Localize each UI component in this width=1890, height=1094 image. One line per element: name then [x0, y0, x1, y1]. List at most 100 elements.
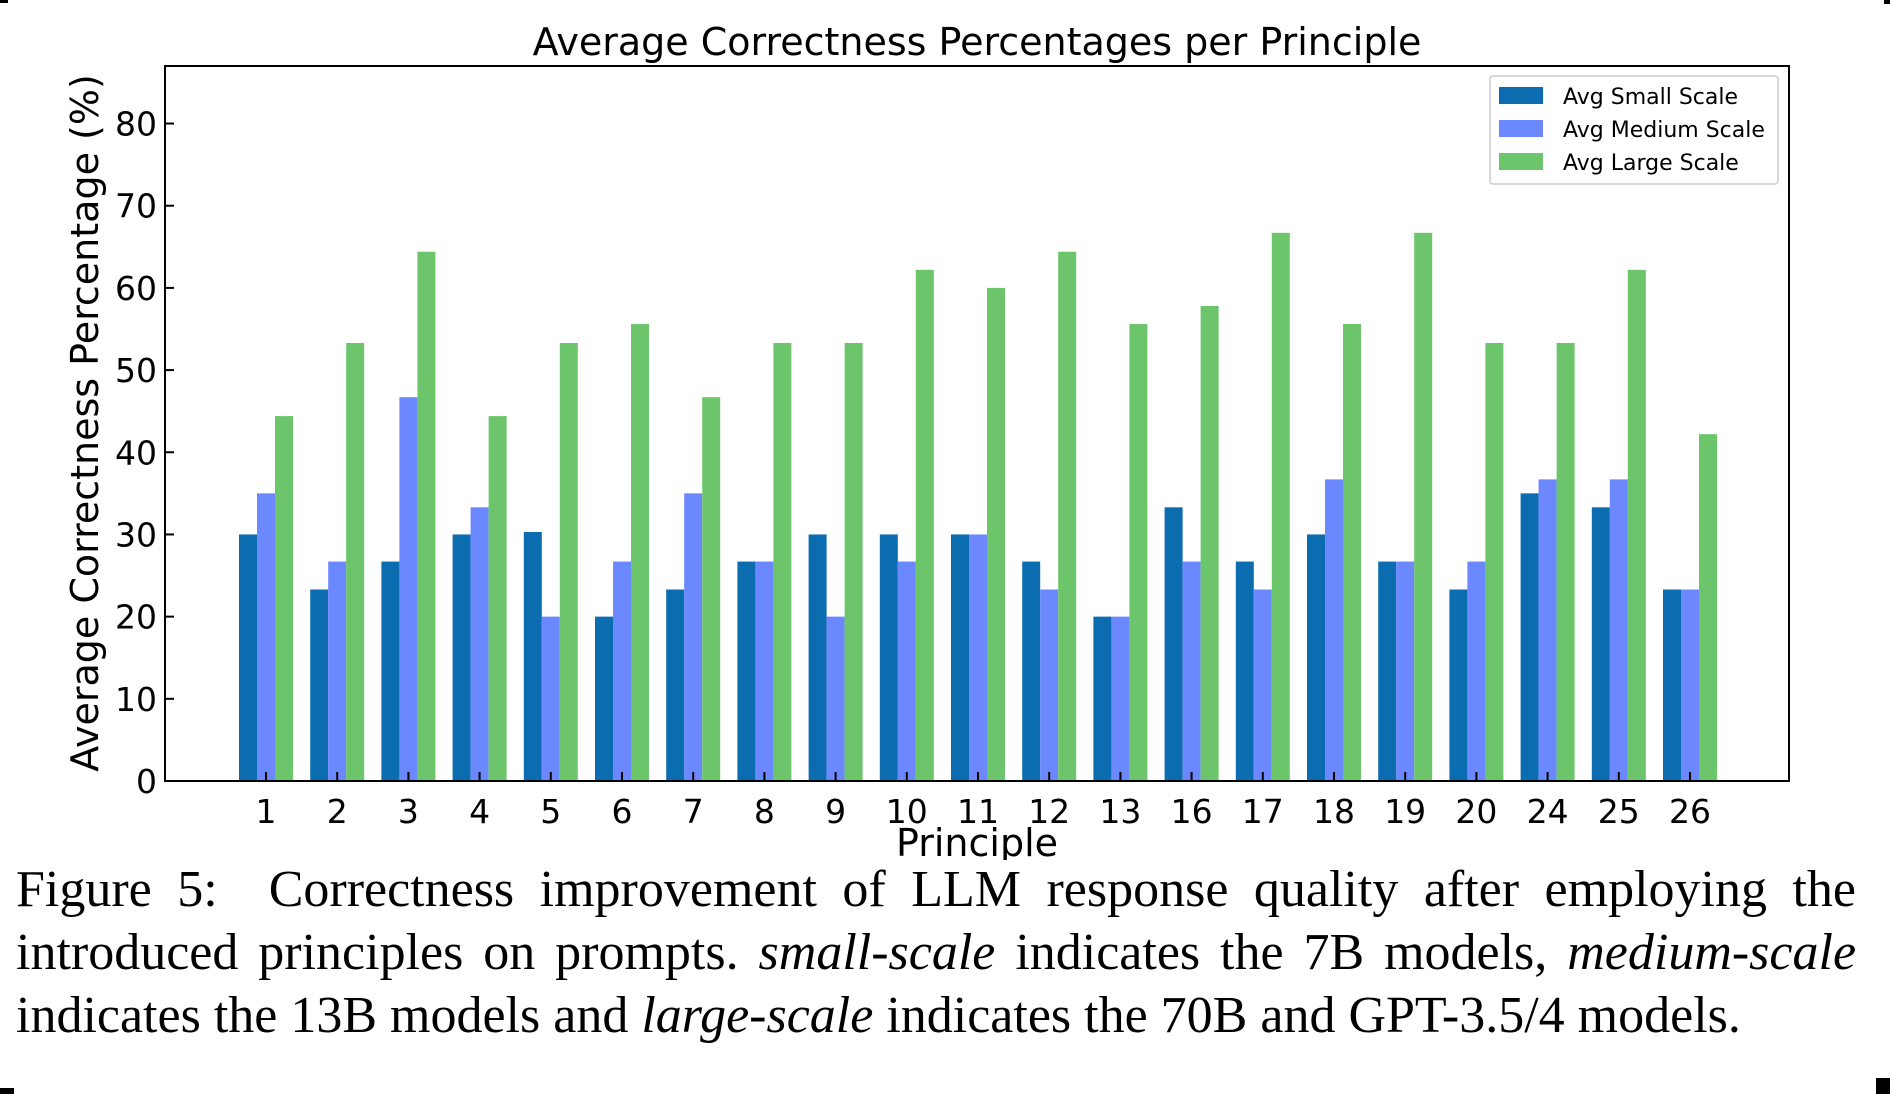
bar-avg-medium-scale-1 — [257, 493, 275, 781]
figure-caption: Figure 5: Correctness improvement of LLM… — [16, 858, 1856, 1047]
x-tick-label: 11 — [957, 792, 999, 831]
corner-mark-top-left — [0, 0, 8, 3]
bar-avg-large-scale-18 — [1343, 324, 1361, 781]
caption-label: Figure 5: — [16, 861, 218, 918]
x-axis-label: Principle — [896, 821, 1058, 860]
y-tick-label: 30 — [115, 515, 157, 554]
x-tick-label: 8 — [754, 792, 775, 831]
y-tick-label: 50 — [115, 351, 157, 390]
y-tick-label: 20 — [115, 598, 157, 637]
x-tick-label: 4 — [469, 792, 490, 831]
bar-avg-large-scale-6 — [631, 324, 649, 781]
bar-avg-small-scale-4 — [452, 534, 471, 781]
bar-avg-small-scale-17 — [1235, 561, 1254, 781]
y-axis: 0 10 20 30 40 50 60 70 80 — [115, 105, 174, 801]
legend-label: Avg Medium Scale — [1563, 118, 1765, 143]
bar-avg-large-scale-17 — [1271, 232, 1290, 782]
bar-avg-small-scale-10 — [879, 534, 898, 781]
bar-avg-small-scale-7 — [666, 589, 685, 781]
bar-avg-small-scale-25 — [1591, 507, 1610, 781]
x-tick-label: 9 — [825, 792, 846, 831]
bar-avg-medium-scale-16 — [1182, 561, 1201, 781]
y-tick-label: 60 — [115, 269, 157, 308]
bars-group — [239, 232, 1717, 782]
y-tick-label: 70 — [115, 187, 157, 226]
bar-avg-medium-scale-19 — [1396, 561, 1415, 781]
bar-avg-small-scale-1 — [239, 534, 257, 781]
legend-swatch — [1499, 153, 1543, 170]
caption-text-4: indicates the 70B and GPT-3.5/4 models. — [886, 987, 1741, 1044]
bar-avg-medium-scale-3 — [399, 397, 418, 781]
caption-text-3: indicates the 13B models and — [16, 987, 629, 1044]
bar-avg-medium-scale-5 — [541, 616, 560, 781]
x-tick-label: 7 — [683, 792, 704, 831]
x-tick-label: 26 — [1669, 792, 1711, 831]
bar-avg-medium-scale-2 — [328, 561, 347, 781]
x-tick-label: 20 — [1455, 792, 1497, 831]
bar-avg-medium-scale-17 — [1253, 589, 1272, 781]
bar-avg-large-scale-2 — [346, 342, 365, 781]
caption-em-small: small-scale — [758, 924, 996, 981]
bar-avg-large-scale-13 — [1129, 324, 1148, 781]
x-tick-label: 19 — [1384, 792, 1426, 831]
bar-avg-large-scale-25 — [1627, 269, 1646, 781]
bar-avg-small-scale-9 — [808, 534, 827, 781]
bar-avg-small-scale-3 — [381, 561, 400, 781]
x-tick-label: 3 — [398, 792, 419, 831]
bar-chart: Average Correctness Percentages per Prin… — [63, 20, 1790, 860]
corner-mark-top-right — [1884, 0, 1890, 4]
bar-avg-medium-scale-8 — [755, 561, 774, 781]
chart-title: Average Correctness Percentages per Prin… — [533, 20, 1422, 64]
bar-avg-medium-scale-7 — [684, 493, 703, 781]
bar-avg-medium-scale-11 — [969, 534, 987, 781]
legend-swatch — [1499, 120, 1543, 137]
y-axis-label: Average Correctness Percentage (%) — [63, 74, 107, 772]
caption-text-1: Correctness improvement of LLM response … — [16, 861, 1856, 981]
bar-avg-large-scale-26 — [1699, 434, 1717, 781]
x-tick-label: 17 — [1242, 792, 1284, 831]
bar-avg-large-scale-7 — [702, 397, 721, 781]
bar-avg-small-scale-5 — [523, 531, 542, 781]
bar-avg-small-scale-11 — [951, 534, 969, 781]
bar-avg-small-scale-24 — [1520, 493, 1539, 781]
legend-label: Avg Small Scale — [1563, 85, 1738, 110]
x-tick-label: 24 — [1527, 792, 1569, 831]
bar-avg-medium-scale-4 — [470, 507, 489, 781]
bar-avg-large-scale-9 — [844, 342, 863, 781]
y-tick-label: 10 — [115, 680, 157, 719]
x-tick-label: 5 — [540, 792, 561, 831]
bar-avg-large-scale-8 — [773, 342, 792, 781]
caption-em-large: large-scale — [641, 987, 874, 1044]
bar-avg-large-scale-11 — [987, 287, 1005, 781]
x-tick-label: 2 — [327, 792, 348, 831]
bar-avg-medium-scale-24 — [1538, 479, 1557, 781]
x-tick-label: 13 — [1099, 792, 1141, 831]
bar-avg-large-scale-5 — [559, 342, 578, 781]
bar-avg-small-scale-26 — [1663, 589, 1681, 781]
legend-label: Avg Large Scale — [1563, 151, 1739, 176]
bar-avg-medium-scale-13 — [1111, 616, 1130, 781]
caption-text-2: indicates the 7B models, — [1015, 924, 1548, 981]
x-axis: 1 2 3 4 5 6 7 8 9 10 11 12 13 16 17 18 19 20 24 25 26 — [256, 772, 1711, 831]
y-tick-label: 0 — [136, 762, 157, 801]
bar-avg-small-scale-20 — [1449, 589, 1468, 781]
legend: Avg Small Scale Avg Medium Scale Avg Large… — [1489, 75, 1779, 185]
bar-avg-small-scale-8 — [737, 561, 756, 781]
x-tick-label: 12 — [1028, 792, 1070, 831]
bar-avg-large-scale-4 — [488, 416, 507, 781]
bar-avg-medium-scale-20 — [1467, 561, 1486, 781]
legend-swatch — [1499, 87, 1543, 104]
bar-avg-large-scale-19 — [1414, 232, 1433, 782]
x-tick-label: 16 — [1171, 792, 1213, 831]
bar-avg-medium-scale-9 — [826, 616, 845, 781]
x-tick-label: 1 — [256, 792, 277, 831]
x-tick-label: 18 — [1313, 792, 1355, 831]
bar-avg-large-scale-20 — [1485, 342, 1504, 781]
bar-avg-medium-scale-12 — [1040, 589, 1059, 781]
bar-avg-large-scale-16 — [1200, 305, 1219, 781]
bar-avg-small-scale-16 — [1164, 507, 1183, 781]
bar-avg-medium-scale-25 — [1609, 479, 1628, 781]
y-tick-label: 80 — [115, 105, 157, 144]
bar-avg-medium-scale-10 — [897, 561, 916, 781]
bar-avg-small-scale-18 — [1307, 534, 1325, 781]
